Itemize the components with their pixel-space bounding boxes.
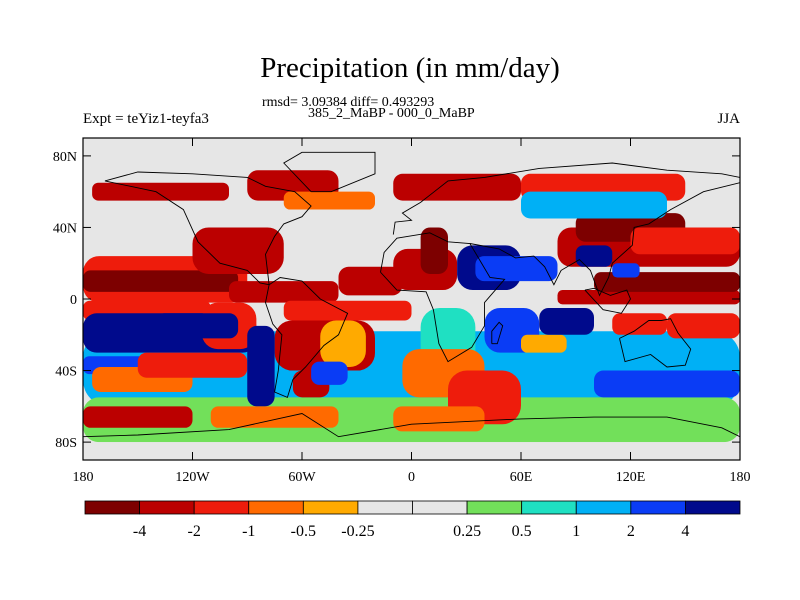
colorbar-swatch <box>139 500 195 515</box>
y-tick-label: 80S <box>55 436 77 451</box>
season-label: JJA <box>717 111 740 127</box>
sw-pacific-red <box>667 313 740 339</box>
colorbar-label: -0.25 <box>341 523 374 540</box>
colorbar-swatch <box>302 500 359 515</box>
y-tick-label: 40N <box>53 221 77 236</box>
x-tick-label: 120W <box>175 470 210 485</box>
arabian-sea-blue <box>475 256 558 282</box>
alaska-red <box>92 182 229 201</box>
colorbar-label: -1 <box>242 523 255 540</box>
pacific-itcz-core <box>83 270 239 292</box>
colorbar-swatch <box>84 500 140 515</box>
y-tick-label: 80N <box>53 150 77 165</box>
central-asia-blue <box>521 191 667 219</box>
colorbar-label: 4 <box>681 523 689 540</box>
weddell-orange <box>393 406 485 432</box>
africa-coast <box>380 232 506 363</box>
colorbar-swatch <box>357 500 413 515</box>
east-pacific-dark-blue <box>156 313 239 339</box>
colorbar-swatch <box>193 500 250 515</box>
axes: 180 120W 60W 0 60E 120E 180 80N 40N 0 40S 80S <box>53 138 751 485</box>
experiment-label: Expt = teYiz1-teyfa3 <box>83 111 209 127</box>
colorbar-label: -4 <box>133 523 146 540</box>
scandinavia-red <box>393 173 521 201</box>
colorbar-swatch <box>521 500 577 515</box>
philippine-blue <box>612 263 640 278</box>
west-africa-red <box>338 266 403 296</box>
colorbar-label: 2 <box>627 523 635 540</box>
x-tick-label: 60E <box>510 470 533 485</box>
colorbar-swatch <box>412 500 468 515</box>
x-tick-label: 180 <box>73 470 94 485</box>
colorbar-label: -2 <box>188 523 201 540</box>
colorbar-label: 1 <box>572 523 580 540</box>
andes-dark-blue <box>247 325 275 407</box>
chart-title: Precipitation (in mm/day) <box>260 52 560 84</box>
east-indian-dark-blue <box>539 307 594 335</box>
north-america-coast <box>104 171 312 286</box>
colorbar-swatch <box>685 500 741 515</box>
chart-subtitle: 385_2_MaBP - 000_0_MaBP <box>308 106 475 121</box>
atlantic-red-band <box>283 300 412 321</box>
y-tick-label: 0 <box>70 293 77 308</box>
southern-ocean-blue <box>594 370 740 398</box>
colorbar-swatch <box>248 500 304 515</box>
madagascar-coast <box>491 321 504 345</box>
south-america-coast <box>265 277 349 399</box>
pacific-red-tongue <box>137 352 248 378</box>
anomaly-field <box>83 138 740 460</box>
tropical-atlantic-red <box>229 281 339 303</box>
colorbar-swatch <box>575 500 632 515</box>
asia-south-coast <box>469 182 740 297</box>
ross-sea-red <box>83 406 193 428</box>
stats-line: rmsd= 3.09384 diff= 0.493293 <box>262 95 435 110</box>
colorbar-swatch <box>466 500 523 515</box>
coastlines <box>83 151 740 438</box>
antarctic-neutral <box>83 442 740 460</box>
amundsen-orange <box>210 406 339 428</box>
eurasia-coast <box>392 162 740 235</box>
x-tick-label: 120E <box>616 470 646 485</box>
australia-coast <box>619 318 692 368</box>
colorbar-label: 0.25 <box>453 523 481 540</box>
north-pacific-red <box>630 227 740 255</box>
x-tick-label: 0 <box>408 470 415 485</box>
north-australia-red <box>612 313 667 335</box>
y-tick-label: 40S <box>55 365 77 380</box>
greenland-coast <box>283 151 376 193</box>
south-atlantic-orange <box>320 320 366 367</box>
colorbar-label: -0.5 <box>291 523 316 540</box>
colorbar-label: 0.5 <box>512 523 532 540</box>
x-tick-label: 60W <box>288 470 316 485</box>
labrador-orange <box>283 191 375 210</box>
colorbar-swatch <box>630 500 686 515</box>
south-china-blue <box>575 245 613 267</box>
indonesia-coast <box>584 287 632 314</box>
maritime-red <box>557 290 740 305</box>
south-atlantic-blue <box>311 361 348 385</box>
indian-ocean-orange <box>521 334 567 353</box>
mexico-red <box>192 227 284 274</box>
north-africa-dark-red <box>420 227 448 274</box>
antarctica-coast <box>83 413 740 438</box>
x-tick-label: 180 <box>730 470 751 485</box>
